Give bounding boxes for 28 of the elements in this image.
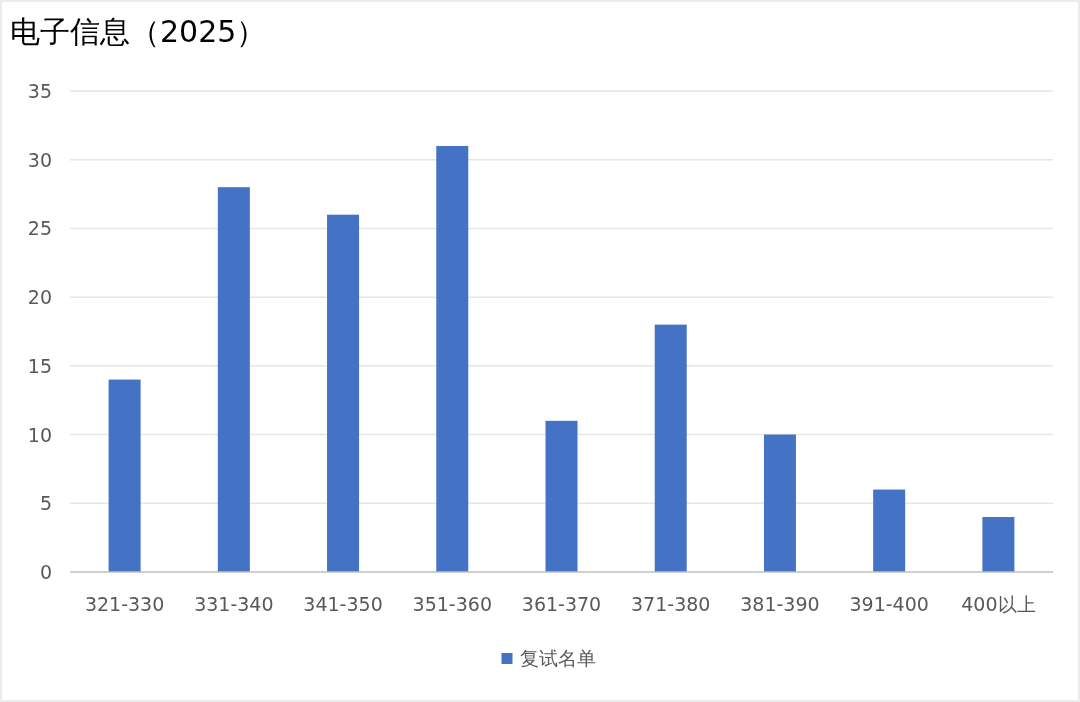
- y-tick-label: 35: [27, 80, 52, 102]
- bar: [982, 517, 1015, 572]
- x-tick-label: 381-390: [740, 593, 820, 615]
- x-tick-label: 371-380: [631, 593, 711, 615]
- x-tick-label: 361-370: [521, 593, 602, 615]
- y-tick-label: 0: [39, 561, 52, 583]
- bar: [327, 214, 360, 572]
- bar: [108, 379, 141, 572]
- bar: [763, 434, 796, 572]
- y-tick-label: 25: [27, 217, 52, 240]
- legend-label: 复试名单: [519, 647, 596, 669]
- x-tick-label: 400以上: [961, 593, 1036, 615]
- bar: [654, 324, 687, 572]
- x-tick-label: 391-400: [849, 593, 929, 615]
- bar: [217, 187, 250, 572]
- y-tick-label: 5: [39, 492, 52, 515]
- bar: [436, 145, 469, 572]
- x-tick-label: 341-350: [303, 593, 383, 615]
- x-tick-label: 331-340: [194, 593, 274, 615]
- chart-title: 电子信息（2025）: [10, 14, 267, 49]
- bar: [545, 420, 578, 572]
- x-tick-label: 351-360: [412, 593, 492, 615]
- y-tick-label: 10: [27, 423, 52, 446]
- y-tick-label: 30: [27, 148, 52, 171]
- bar: [873, 489, 906, 572]
- y-tick-label: 20: [27, 286, 52, 309]
- y-tick-label: 15: [27, 354, 52, 377]
- x-tick-label: 321-330: [84, 593, 165, 615]
